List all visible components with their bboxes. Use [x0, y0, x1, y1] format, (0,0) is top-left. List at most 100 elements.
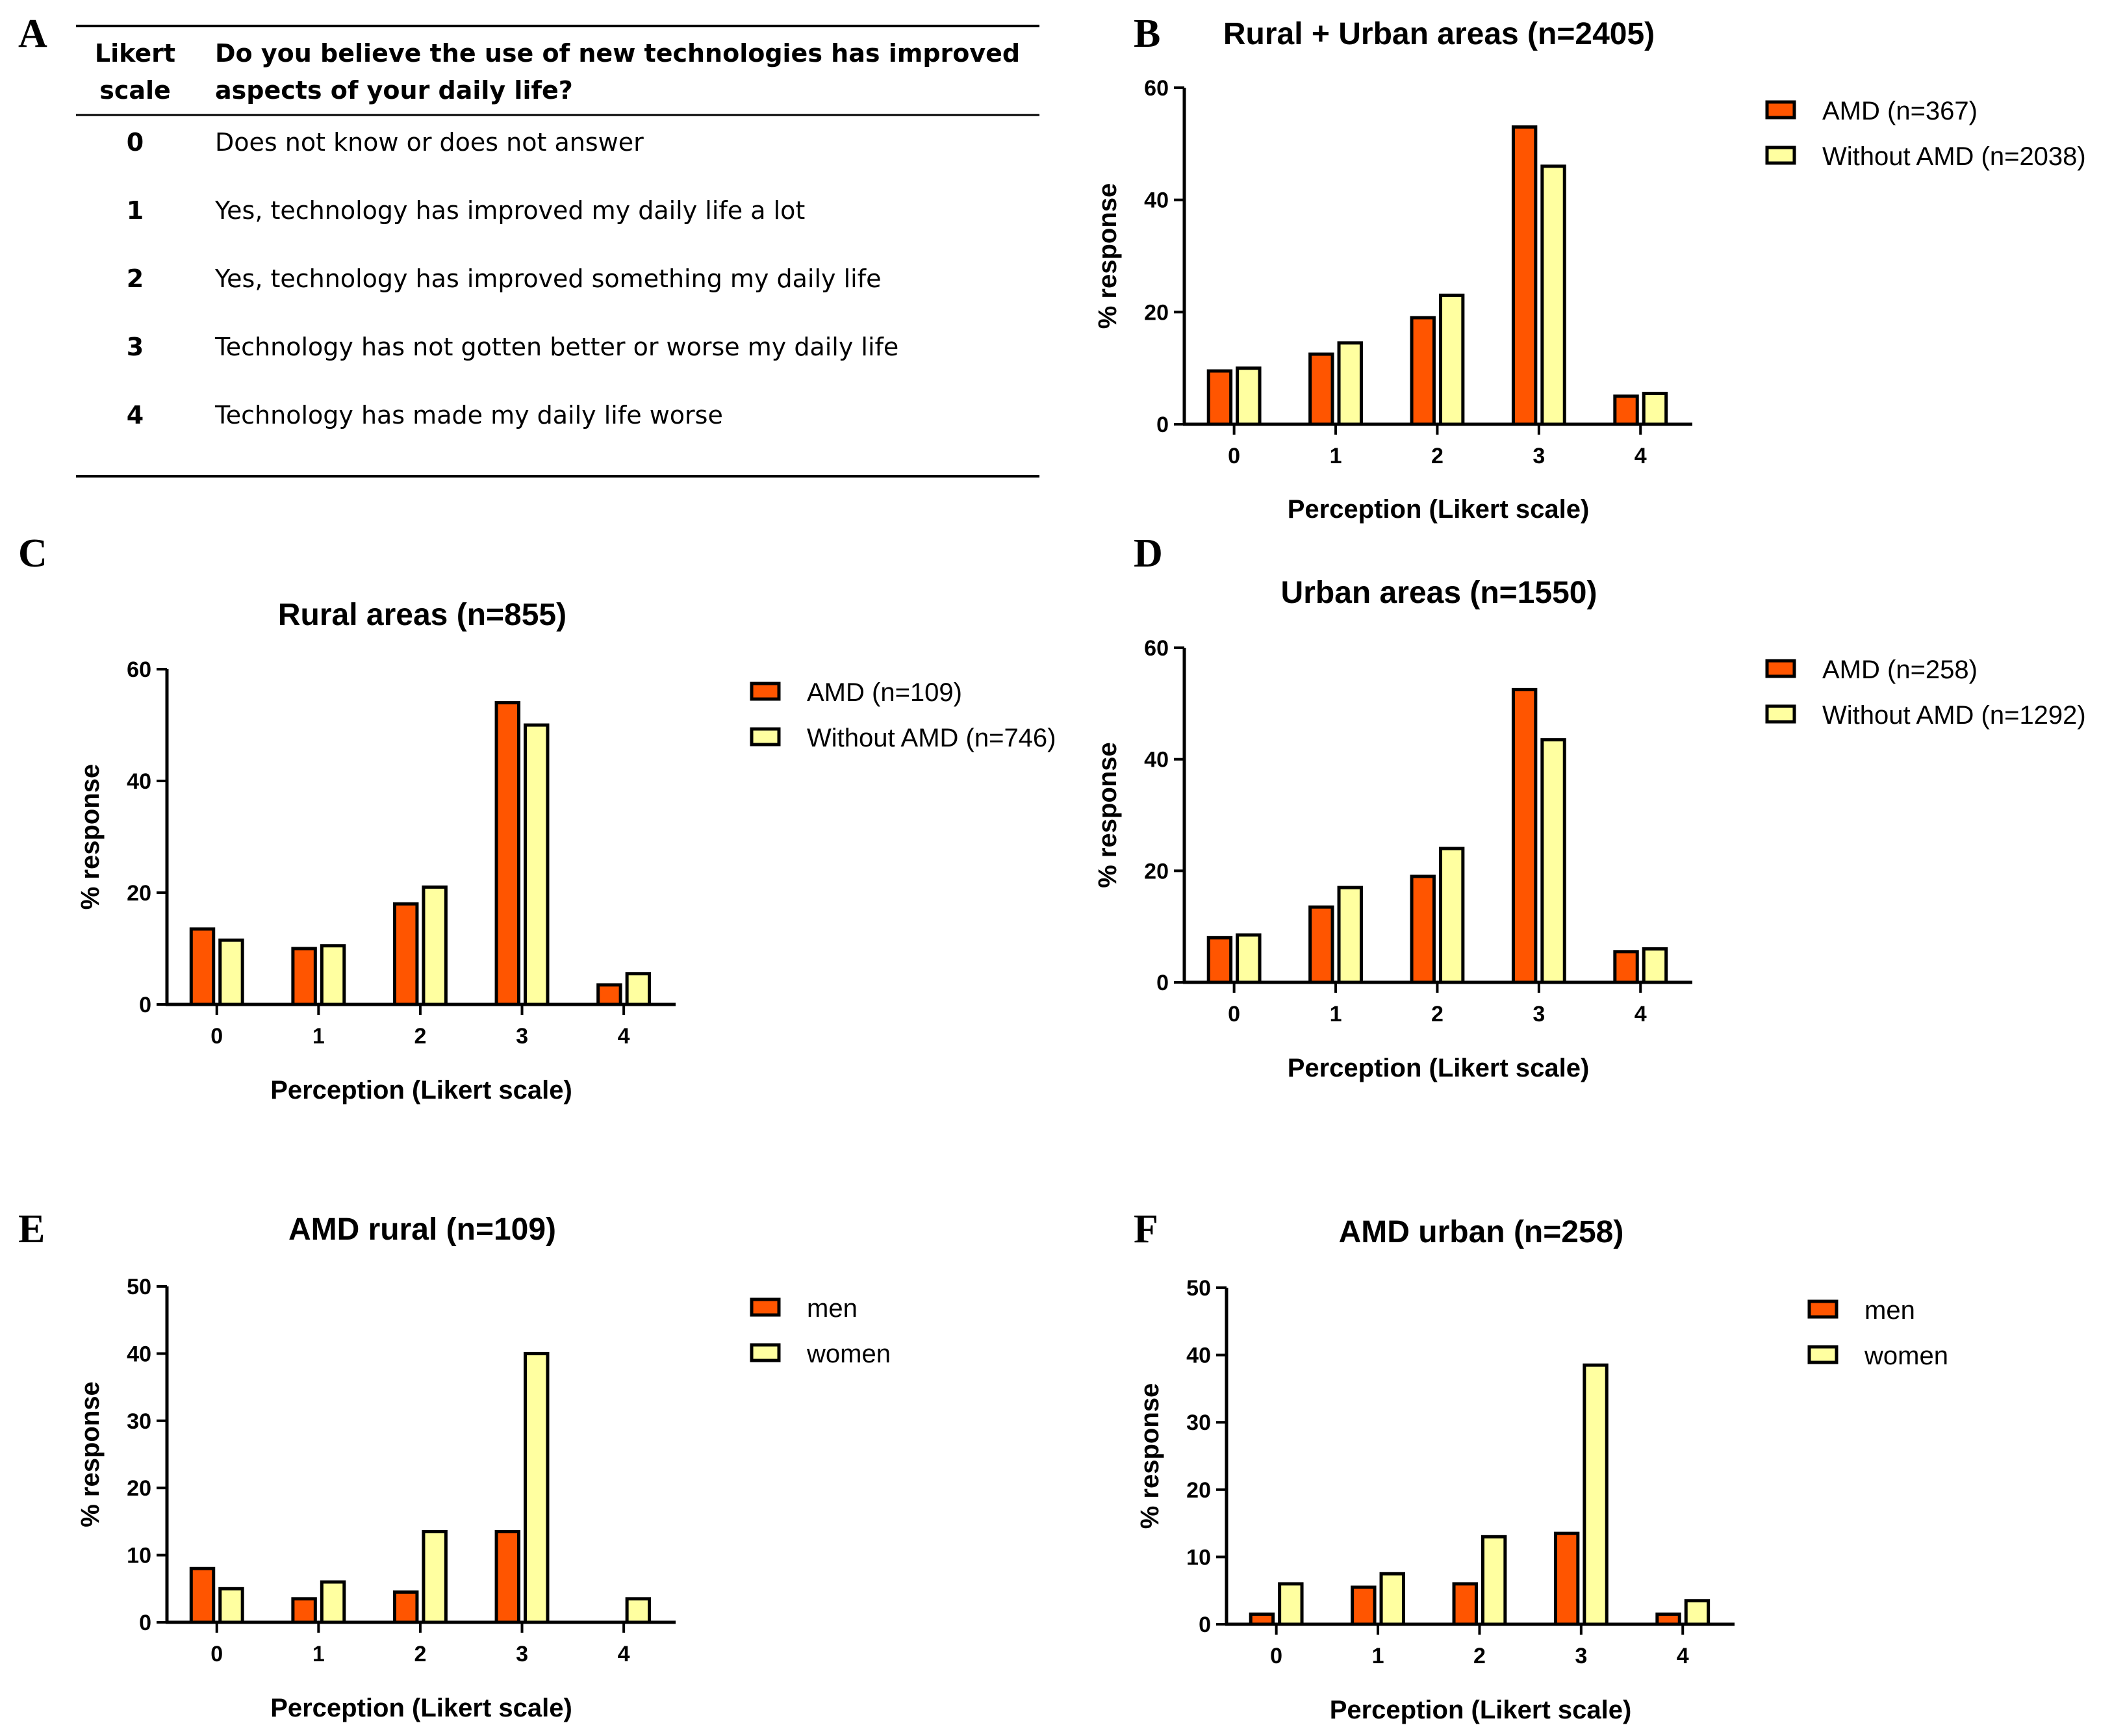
bar-series2 [1642, 947, 1668, 984]
legend-swatch [1807, 1299, 1838, 1319]
x-axis-label: Perception (Likert scale) [1288, 495, 1590, 524]
table-row-text: Technology has made my daily life worse [214, 401, 723, 429]
bar-series2 [625, 1597, 652, 1624]
chart-panel-b: B Rural + Urban areas (n=2405) 0 20 40 60 0 1 2 3… [1093, 12, 2086, 524]
x-tick-label: 1 [1372, 1644, 1384, 1668]
bar-series1 [1206, 936, 1233, 984]
panel-a: A Likert scale Do you believe the use of… [18, 12, 1039, 478]
legend-label: men [807, 1294, 858, 1323]
x-tick-label: 3 [516, 1642, 528, 1666]
panel-letter-d: D [1134, 531, 1163, 576]
bar-series1 [291, 947, 317, 1006]
bar-series2 [1481, 1535, 1507, 1626]
legend-swatch [1765, 100, 1796, 120]
bar-series1 [494, 701, 521, 1006]
table-row-score: 2 [127, 264, 144, 293]
x-tick-label: 4 [1635, 444, 1647, 468]
x-tick-label: 0 [1228, 444, 1240, 468]
table-row-score: 3 [127, 333, 144, 361]
x-tick-label: 1 [1330, 444, 1342, 468]
legend-label: AMD (n=258) [1822, 656, 1978, 684]
table-row-text: Yes, technology has improved something m… [214, 264, 881, 293]
legend-label: Without AMD (n=2038) [1822, 142, 2086, 171]
bar-series1 [1613, 394, 1639, 426]
bar-series2 [1642, 392, 1668, 426]
table-row-score: 4 [127, 401, 144, 429]
bar-series1 [1410, 874, 1436, 984]
legend-swatch [750, 1297, 781, 1317]
panel-letter-e: E [18, 1207, 45, 1251]
bar-series2 [1379, 1572, 1405, 1626]
x-tick-label: 1 [312, 1024, 325, 1049]
table-row-text: Technology has not gotten better or wors… [214, 333, 898, 361]
bar-series1 [291, 1597, 317, 1624]
y-tick-label: 40 [1144, 748, 1169, 772]
panel-letter-f: F [1134, 1207, 1158, 1251]
x-tick-label: 0 [210, 1024, 223, 1049]
table-row-score: 1 [127, 196, 144, 225]
bar-series2 [422, 1529, 448, 1624]
bar-series1 [189, 927, 216, 1006]
table-row-text: Yes, technology has improved my daily li… [214, 196, 805, 225]
x-axis-label: Perception (Likert scale) [1330, 1696, 1632, 1724]
bar-series1 [1452, 1582, 1478, 1626]
bar-series2 [1236, 366, 1262, 426]
x-tick-label: 4 [618, 1024, 630, 1049]
x-tick-label: 1 [312, 1642, 325, 1666]
table-header-scale-line2: scale [99, 76, 171, 105]
x-tick-label: 3 [1533, 444, 1545, 468]
chart-title: Urban areas (n=1550) [1281, 576, 1597, 610]
x-tick-label: 2 [1431, 444, 1444, 468]
chart-title: Rural areas (n=855) [278, 598, 566, 632]
y-tick-label: 60 [127, 657, 151, 682]
chart-title: Rural + Urban areas (n=2405) [1223, 17, 1655, 51]
chart-panel-c: C Rural areas (n=855) 0 20 40 60 0 1 2 3 4 Percepti… [18, 531, 1056, 1104]
legend-swatch [1765, 704, 1796, 724]
x-tick-label: 3 [1575, 1644, 1587, 1668]
y-tick-label: 50 [127, 1275, 151, 1299]
x-tick-label: 3 [1533, 1002, 1545, 1027]
y-tick-label: 0 [139, 1611, 151, 1635]
panel-letter-b: B [1134, 12, 1160, 56]
chart-panel-e: E AMD rural (n=109) 0 10 20 30 40 50 0 1 2 3 4 Percep… [18, 1207, 891, 1722]
chart-title: AMD urban (n=258) [1339, 1215, 1624, 1249]
bar-series1 [1206, 369, 1233, 426]
bar-series2 [1540, 164, 1566, 426]
y-tick-label: 30 [1186, 1410, 1211, 1435]
bar-series1 [1410, 316, 1436, 426]
x-tick-label: 3 [516, 1024, 528, 1049]
bar-series1 [596, 983, 622, 1006]
bar-series2 [524, 1351, 550, 1624]
y-tick-label: 20 [127, 1476, 151, 1501]
bar-series1 [494, 1529, 521, 1624]
y-axis-label: % response [1093, 742, 1122, 888]
y-axis-label: % response [1136, 1383, 1164, 1529]
legend-swatch [750, 1343, 781, 1362]
y-axis-label: % response [1093, 183, 1122, 329]
legend-swatch [1807, 1345, 1838, 1364]
y-tick-label: 20 [1186, 1478, 1211, 1503]
y-tick-label: 20 [1144, 859, 1169, 884]
bar-series2 [1684, 1599, 1711, 1626]
x-tick-label: 0 [1228, 1002, 1240, 1027]
legend-label: AMD (n=109) [807, 678, 962, 707]
y-tick-label: 60 [1144, 76, 1169, 101]
chart-title: AMD rural (n=109) [288, 1212, 556, 1247]
legend-label: women [806, 1340, 891, 1368]
legend-swatch [1765, 659, 1796, 678]
panel-letter-c: C [18, 531, 47, 576]
chart-panel-f: F AMD urban (n=258) 0 10 20 30 40 50 0 1 2 3 4 Percep… [1134, 1207, 1948, 1724]
y-tick-label: 20 [1144, 300, 1169, 325]
legend-label: AMD (n=367) [1822, 97, 1978, 125]
x-tick-label: 0 [210, 1642, 223, 1666]
panel-letter-a: A [18, 12, 47, 56]
y-tick-label: 0 [1156, 971, 1169, 995]
y-tick-label: 30 [127, 1409, 151, 1434]
y-tick-label: 0 [1156, 413, 1169, 437]
x-tick-label: 0 [1270, 1644, 1282, 1668]
x-tick-label: 4 [618, 1642, 630, 1666]
x-tick-label: 4 [1677, 1644, 1689, 1668]
y-tick-label: 40 [1186, 1344, 1211, 1368]
legend-label: Without AMD (n=1292) [1822, 701, 2086, 730]
